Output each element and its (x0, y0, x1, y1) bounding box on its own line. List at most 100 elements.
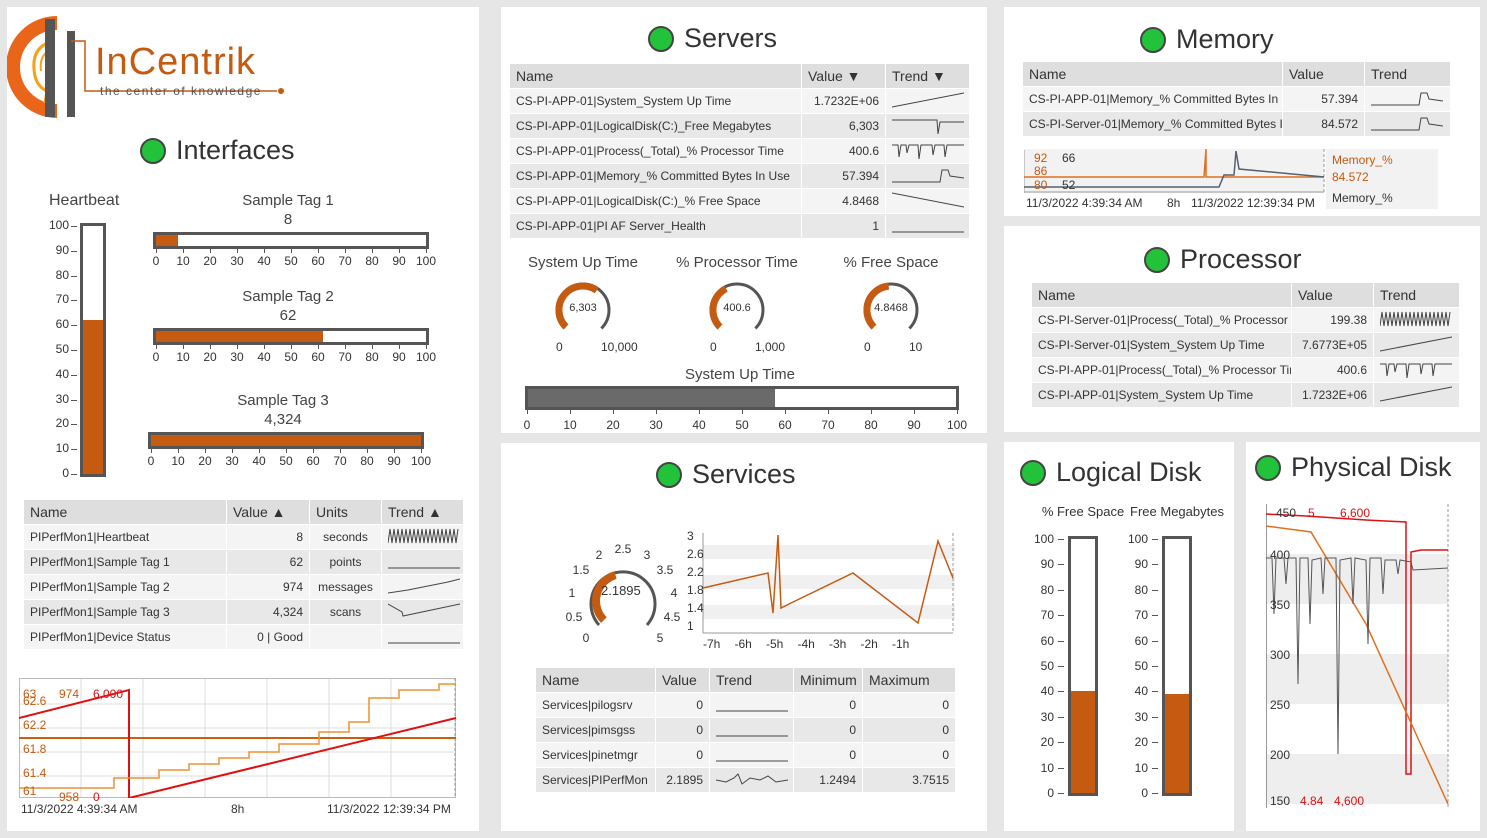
memory-trend[interactable]: 92 66 86 80 52 (1023, 148, 1326, 193)
logical-disk-tick-label: 90 (1040, 557, 1054, 572)
col-header-name[interactable]: Name (1022, 61, 1283, 87)
logical-disk-tick-label: 10 (1134, 760, 1148, 775)
trend-y-label: 61.8 (23, 742, 47, 756)
heartbeat-tick-label: 80 (55, 267, 69, 282)
sample-tag-tick-label: 20 (203, 350, 217, 364)
physical-disk-trend[interactable]: 450 5 6,600 400 350 300 250 200 150 4.84 4,6… (1265, 504, 1450, 808)
table-row[interactable]: PIPerfMon1|Sample Tag 3 4,324 scans (23, 599, 464, 625)
services-trend[interactable]: 3 2.6 2.2 1.8 1.4 1 -7h -6h -5h -4h -3h -2h -1h (683, 529, 955, 653)
uptime-bar-fill (528, 389, 775, 407)
status-indicator-icon (1144, 246, 1170, 273)
services-trend-plot (702, 533, 955, 634)
interfaces-trend[interactable]: 63 974 6,000 62.6 62.2 61.8 61.4 61 958 0 (18, 678, 459, 804)
col-header-trend[interactable]: Trend (1364, 61, 1451, 87)
table-row[interactable]: CS-PI-APP-01|LogicalDisk(C:)_Free Megaby… (509, 113, 970, 139)
table-row[interactable]: CS-PI-APP-01|Process(_Total)_% Processor… (509, 138, 970, 164)
sample-tag-tick-label: 10 (171, 454, 185, 468)
row-value: 62 (226, 549, 310, 575)
sample-tag-tick-mark (183, 249, 184, 253)
trend-y-label: 62.2 (23, 718, 47, 732)
uptime-tick-label: 60 (778, 418, 792, 432)
table-row[interactable]: CS-PI-APP-01|System_System Up Time 1.7232… (509, 88, 970, 114)
col-header-name[interactable]: Name (509, 63, 802, 89)
col-header-minimum[interactable]: Minimum (793, 667, 863, 693)
col-header-trend[interactable]: Trend (1373, 282, 1460, 308)
row-trend (885, 188, 970, 214)
sample-tag-tick-mark (183, 345, 184, 349)
row-trend (381, 574, 464, 600)
sample-tag-tick-mark (318, 345, 319, 349)
logical-disk-tick-label: 40 (1040, 684, 1054, 699)
pd-bottom-label-2: 4.84 (1300, 794, 1324, 808)
table-row[interactable]: CS-PI-APP-01|PI AF Server_Health 1 (509, 213, 970, 239)
col-header-value[interactable]: Value ▲ (226, 499, 310, 525)
col-header-units[interactable]: Units (309, 499, 382, 525)
sample-tag-tick-mark (367, 449, 368, 453)
col-header-maximum[interactable]: Maximum (862, 667, 956, 693)
col-header-value[interactable]: Value ▼ (801, 63, 886, 89)
sample-tag-bar (153, 232, 429, 249)
table-row[interactable]: Services|pilogsrv 0 0 0 (535, 692, 956, 718)
table-row[interactable]: PIPerfMon1|Heartbeat 8 seconds (23, 524, 464, 550)
status-indicator-icon (1255, 454, 1281, 481)
heartbeat-tick-mark (71, 275, 77, 277)
sample-tag-tick-mark (291, 345, 292, 349)
sparkline-trend (1371, 92, 1444, 105)
table-row[interactable]: PIPerfMon1|Sample Tag 2 974 messages (23, 574, 464, 600)
memory-trend-plot (1023, 148, 1325, 193)
sample-tag-value: 4,324 (264, 411, 302, 428)
col-header-trend[interactable]: Trend (709, 667, 794, 693)
table-row[interactable]: Services|PIPerfMon 2.1895 1.2494 3.7515 (535, 767, 956, 793)
sparkline-trend (388, 567, 460, 568)
row-maximum: 0 (862, 742, 956, 768)
heartbeat-tick-label: 20 (55, 416, 69, 431)
col-header-trend[interactable]: Trend ▲ (381, 499, 464, 525)
gauge-label: System Up Time (527, 254, 639, 271)
table-row[interactable]: CS-PI-Server-01|Memory_% Committed Bytes… (1022, 111, 1451, 137)
services-trend-x-label: -4h (797, 637, 815, 651)
col-header-name[interactable]: Name (23, 499, 227, 525)
col-header-trend[interactable]: Trend ▼ (885, 63, 970, 89)
memory-table: Name Value Trend CS-PI-APP-01|Memory_% C… (1022, 61, 1451, 137)
row-name: CS-PI-APP-01|LogicalDisk(C:)_% Free Spac… (509, 188, 802, 214)
table-row[interactable]: Services|pimsgss 0 0 0 (535, 717, 956, 743)
status-indicator-icon (656, 461, 682, 488)
pd-bottom-label-1: 150 (1270, 794, 1291, 808)
memory-trend-bottom-2: 52 (1062, 178, 1076, 192)
table-row[interactable]: PIPerfMon1|Sample Tag 1 62 points (23, 549, 464, 575)
logical-disk-tick-mark (1152, 716, 1158, 718)
heartbeat-bar-fill (83, 320, 103, 474)
row-name: CS-PI-APP-01|System_System Up Time (509, 88, 802, 114)
memory-trend-top-1: 92 (1034, 151, 1048, 165)
status-indicator-icon (1140, 26, 1166, 53)
col-header-name[interactable]: Name (535, 667, 656, 693)
panel-title: Servers (684, 23, 778, 53)
row-value: 400.6 (801, 138, 886, 164)
table-row[interactable]: CS-PI-APP-01|Process(_Total)_% Processor… (1031, 357, 1460, 383)
servers-panel: Servers Name Value ▼ Trend ▼ CS-PI-APP-0… (501, 7, 987, 433)
gauge-min: 0 (864, 340, 871, 354)
trend-end-time: 11/3/2022 12:39:34 PM (327, 802, 451, 816)
panel-title: Processor (1180, 244, 1302, 274)
heartbeat-tick-label: 100 (48, 218, 69, 232)
table-row[interactable]: Services|pinetmgr 0 0 0 (535, 742, 956, 768)
logical-disk-tick-mark (1152, 793, 1158, 794)
table-row[interactable]: CS-PI-APP-01|System_System Up Time 1.7232… (1031, 382, 1460, 408)
table-row[interactable]: CS-PI-APP-01|Memory_% Committed Bytes In… (1022, 86, 1451, 112)
uptime-tick-mark (785, 410, 786, 414)
col-header-value[interactable]: Value (1291, 282, 1374, 308)
table-row[interactable]: CS-PI-Server-01|Process(_Total)_% Proces… (1031, 307, 1460, 333)
row-name: Services|pinetmgr (535, 742, 656, 768)
col-header-value[interactable]: Value (1282, 61, 1365, 87)
table-row[interactable]: CS-PI-Server-01|System_System Up Time 7.6… (1031, 332, 1460, 358)
row-trend (381, 599, 464, 625)
table-row[interactable]: CS-PI-APP-01|Memory_% Committed Bytes In… (509, 163, 970, 189)
sample-tag-tick-mark (178, 449, 179, 453)
logical-disk-tick-mark (1152, 691, 1158, 693)
row-units: points (309, 549, 382, 575)
table-row[interactable]: PIPerfMon1|Device Status 0 | Good (23, 624, 464, 650)
table-row[interactable]: CS-PI-APP-01|LogicalDisk(C:)_% Free Spac… (509, 188, 970, 214)
col-header-name[interactable]: Name (1031, 282, 1292, 308)
col-header-value[interactable]: Value (655, 667, 710, 693)
sample-tag-tick-mark (232, 449, 233, 453)
